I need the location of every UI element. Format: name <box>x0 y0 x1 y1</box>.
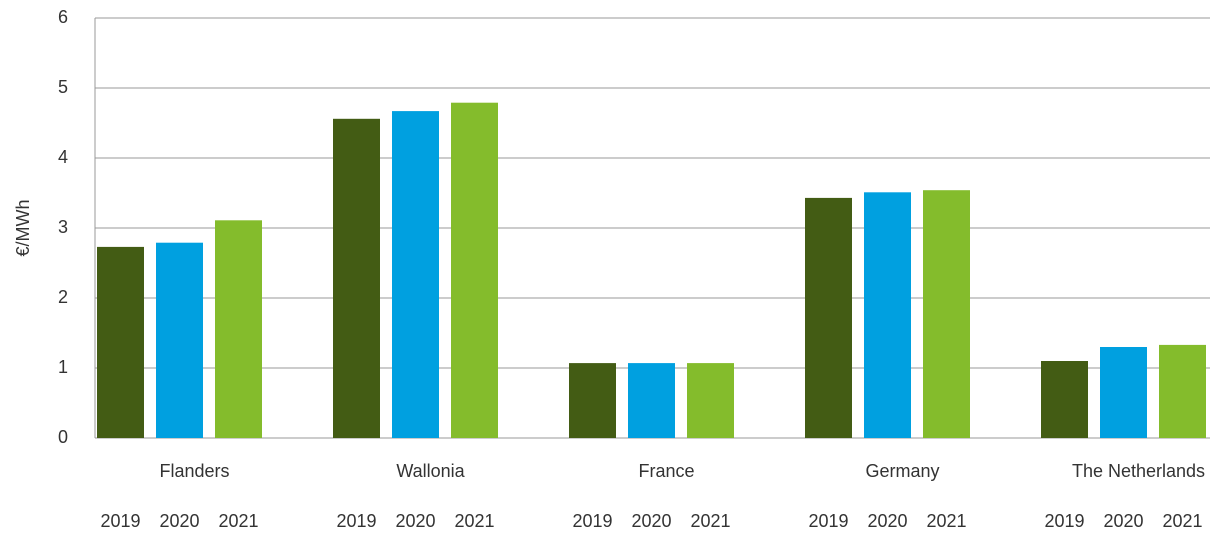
bar <box>97 246 144 438</box>
series-label: 2020 <box>159 511 199 531</box>
bar <box>1100 347 1147 438</box>
bar <box>392 111 439 438</box>
bar <box>451 102 498 438</box>
series-label: 2021 <box>690 511 730 531</box>
series-label: 2021 <box>454 511 494 531</box>
series-label: 2020 <box>395 511 435 531</box>
y-tick-label: 1 <box>58 357 68 377</box>
bar <box>215 220 262 438</box>
y-tick-label: 5 <box>58 77 68 97</box>
y-tick-label: 3 <box>58 217 68 237</box>
bar <box>923 190 970 438</box>
y-tick-label: 0 <box>58 427 68 447</box>
bar <box>864 192 911 438</box>
x-tick-label: France <box>638 461 694 481</box>
series-label: 2021 <box>926 511 966 531</box>
series-label: 2020 <box>631 511 671 531</box>
y-axis-label: €/MWh <box>13 199 33 256</box>
series-label: 2020 <box>867 511 907 531</box>
x-tick-label: Flanders <box>159 461 229 481</box>
series-label: 2020 <box>1103 511 1143 531</box>
series-label: 2019 <box>336 511 376 531</box>
series-label: 2021 <box>218 511 258 531</box>
bar <box>1159 344 1206 438</box>
bar <box>569 363 616 438</box>
y-tick-label: 2 <box>58 287 68 307</box>
bar <box>333 118 380 439</box>
x-tick-label: Germany <box>865 461 939 481</box>
x-tick-label: Wallonia <box>396 461 465 481</box>
bar <box>1041 361 1088 438</box>
x-tick-label: The Netherlands <box>1072 461 1205 481</box>
y-tick-label: 4 <box>58 147 68 167</box>
bar <box>156 242 203 438</box>
series-label: 2021 <box>1162 511 1202 531</box>
series-label: 2019 <box>808 511 848 531</box>
y-tick-label: 6 <box>58 7 68 27</box>
bar <box>805 197 852 438</box>
bar <box>628 363 675 438</box>
series-label: 2019 <box>100 511 140 531</box>
series-label: 2019 <box>1044 511 1084 531</box>
series-label: 2019 <box>572 511 612 531</box>
bar <box>687 363 734 438</box>
